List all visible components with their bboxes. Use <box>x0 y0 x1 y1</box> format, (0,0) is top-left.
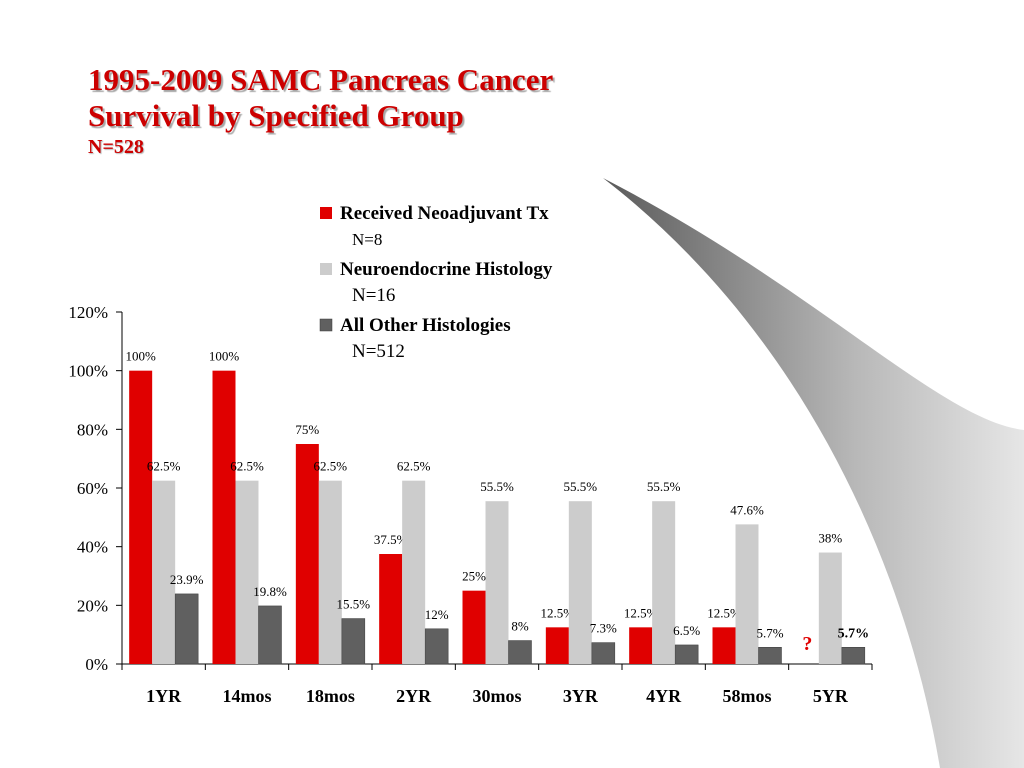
bar <box>674 644 699 665</box>
bar <box>841 647 866 665</box>
bar <box>379 554 403 664</box>
data-label: 7.3% <box>590 621 617 636</box>
legend-swatch <box>320 207 332 219</box>
data-label: 62.5% <box>314 459 348 474</box>
data-label: 12% <box>425 607 449 622</box>
legend-n-label: N=8 <box>352 230 382 249</box>
bar <box>318 480 342 664</box>
bar <box>508 640 532 665</box>
bar <box>485 501 509 664</box>
x-tick-label: 3YR <box>563 686 599 706</box>
x-tick-label: 58mos <box>723 686 772 706</box>
bar <box>591 642 616 665</box>
data-label: 100% <box>209 349 240 364</box>
x-tick-label: 30mos <box>473 686 522 706</box>
bar <box>402 480 426 664</box>
y-tick-label: 60% <box>77 479 108 498</box>
data-label: 75% <box>295 422 319 437</box>
legend-entry: Neuroendocrine Histology <box>340 259 553 280</box>
bar <box>545 627 569 664</box>
legend-swatch <box>320 263 332 275</box>
data-label: 5.7% <box>756 625 783 640</box>
bar <box>295 444 319 664</box>
data-label: 25% <box>462 569 486 584</box>
slide-subtitle: N=528 <box>88 136 144 158</box>
title-block: 1995-2009 SAMC Pancreas Cancer Survival … <box>88 62 553 160</box>
legend-swatch <box>319 318 333 332</box>
legend-entry: Received Neoadjuvant Tx <box>340 203 549 224</box>
data-label: 62.5% <box>230 459 264 474</box>
bar <box>712 627 736 664</box>
data-label: 47.6% <box>730 502 764 517</box>
bar <box>258 605 282 665</box>
bar <box>629 627 653 664</box>
y-tick-label: 0% <box>85 655 108 674</box>
bar <box>341 618 366 665</box>
data-label: 15.5% <box>337 597 371 612</box>
bar <box>424 628 449 665</box>
bar <box>758 647 782 665</box>
data-label: 12.5% <box>624 605 658 620</box>
bar <box>152 480 176 664</box>
bar <box>568 501 592 664</box>
bar <box>652 501 676 664</box>
legend-n-label: N=512 <box>352 341 405 362</box>
data-label: 12.5% <box>541 605 575 620</box>
data-label: 62.5% <box>147 459 181 474</box>
data-label: 100% <box>125 349 156 364</box>
data-label: 38% <box>818 531 842 546</box>
data-label: 6.5% <box>673 623 700 638</box>
data-label: 12.5% <box>707 605 741 620</box>
data-label: 37.5% <box>374 532 408 547</box>
bar <box>818 552 842 664</box>
x-tick-label: 18mos <box>306 686 355 706</box>
x-tick-label: 4YR <box>646 686 682 706</box>
x-tick-label: 1YR <box>146 686 182 706</box>
x-tick-label: 2YR <box>396 686 432 706</box>
bar <box>462 590 486 664</box>
data-label: 19.8% <box>253 584 287 599</box>
x-tick-label: 14mos <box>223 686 272 706</box>
legend-entry: All Other Histologies <box>340 315 511 336</box>
bar <box>212 370 236 664</box>
y-tick-label: 120% <box>68 303 108 322</box>
bar <box>735 524 759 664</box>
slide-title-line-1: 1995-2009 SAMC Pancreas Cancer <box>88 62 554 97</box>
y-tick-label: 40% <box>77 538 108 557</box>
bar <box>174 593 199 665</box>
data-label: 23.9% <box>170 572 204 587</box>
data-label: ? <box>802 633 812 655</box>
data-label: 8% <box>511 619 529 634</box>
y-tick-label: 100% <box>68 362 108 381</box>
bar <box>129 370 153 664</box>
legend-n-label: N=16 <box>352 285 395 306</box>
data-label: 55.5% <box>480 479 514 494</box>
bar <box>235 480 259 664</box>
x-tick-label: 5YR <box>813 686 849 706</box>
y-tick-label: 20% <box>77 596 108 615</box>
y-tick-label: 80% <box>77 420 108 439</box>
data-label: 55.5% <box>647 479 681 494</box>
slide-title-line-2: Survival by Specified Group <box>88 98 464 133</box>
data-label: 5.7% <box>838 626 870 641</box>
data-label: 62.5% <box>397 459 431 474</box>
data-label: 55.5% <box>564 479 598 494</box>
